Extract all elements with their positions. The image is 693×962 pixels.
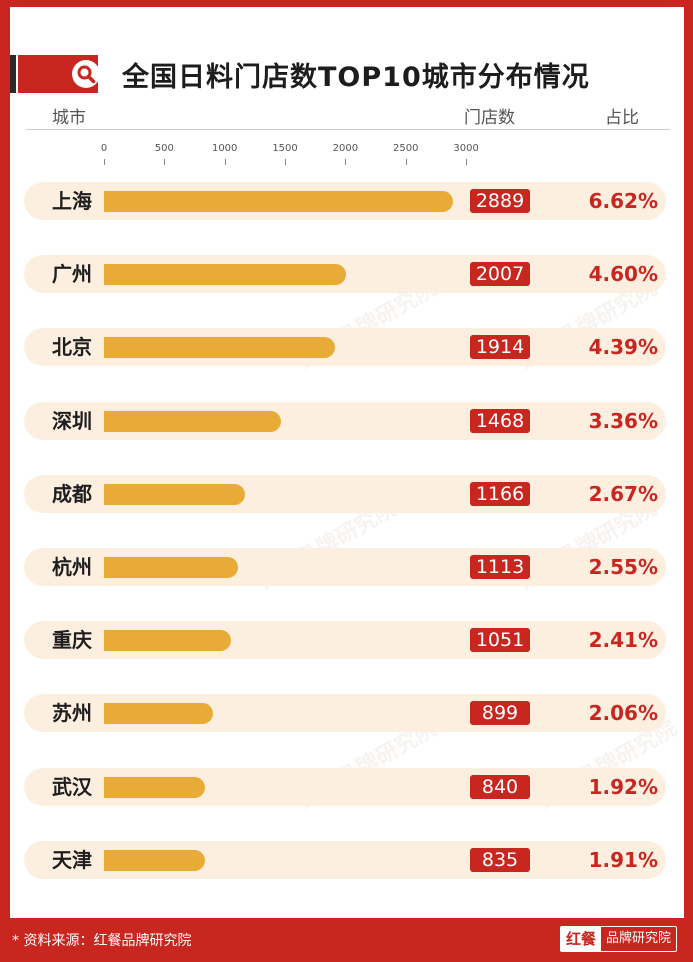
title-bar: 全国日料门店数TOP10城市分布情况 xyxy=(10,51,684,97)
x-axis: 0 500 1000 1500 2000 2500 3000 xyxy=(10,137,684,167)
bar xyxy=(104,264,347,286)
x-tick-mark xyxy=(405,159,407,165)
x-tick-mark xyxy=(164,159,166,165)
share-label: 4.60% xyxy=(588,262,658,287)
value-label: 2889 xyxy=(470,189,530,213)
x-tick-mark xyxy=(345,159,347,165)
value-label: 1914 xyxy=(470,335,530,360)
category-label: 广州 xyxy=(52,262,92,287)
share-label: 2.67% xyxy=(588,481,658,506)
share-label: 2.41% xyxy=(588,628,658,653)
bar xyxy=(104,776,206,798)
header-divider xyxy=(26,129,670,130)
bar xyxy=(104,630,231,652)
value-label: 1166 xyxy=(470,481,530,506)
category-label: 武汉 xyxy=(52,774,92,799)
category-label: 北京 xyxy=(52,335,92,360)
column-header-share: 占比 xyxy=(605,108,639,128)
value-label: 2007 xyxy=(470,262,530,287)
value-label: 1051 xyxy=(470,628,530,653)
category-label: 深圳 xyxy=(52,408,92,433)
brand-logo-text: 品牌研究院 xyxy=(606,931,672,946)
x-tick-label: 1500 xyxy=(272,143,298,154)
brand-logo-mark: 红餐 xyxy=(561,927,602,951)
share-label: 2.06% xyxy=(588,701,658,726)
chart-card: 全国日料门店数TOP10城市分布情况 城市 门店数 占比 0 500 1000 150… xyxy=(10,7,684,918)
search-icon xyxy=(72,60,100,88)
bar xyxy=(104,337,336,359)
column-header-city: 城市 xyxy=(52,108,86,128)
x-tick-mark xyxy=(224,159,226,165)
x-tick-label: 1000 xyxy=(211,143,238,154)
value-label: 1468 xyxy=(470,408,530,433)
x-tick-mark xyxy=(285,159,287,165)
category-label: 上海 xyxy=(52,189,92,213)
source-note: * 资料来源：红餐品牌研究院 xyxy=(12,933,192,949)
bar xyxy=(104,410,282,432)
bar-rows: 红餐品牌研究院 红餐品牌研究院 红餐品牌研究院 红餐品牌研究院 红餐品牌研究院 红餐品牌研… xyxy=(10,7,684,918)
category-label: 苏州 xyxy=(52,701,92,726)
category-label: 天津 xyxy=(52,847,92,872)
category-label: 重庆 xyxy=(52,628,92,653)
share-label: 1.91% xyxy=(588,847,658,872)
x-tick-label: 500 xyxy=(154,143,174,154)
x-tick-label: 2000 xyxy=(332,143,359,154)
x-tick-label: 0 xyxy=(100,143,108,154)
value-label: 840 xyxy=(470,774,530,799)
share-label: 4.39% xyxy=(588,335,658,360)
bar xyxy=(104,483,245,505)
bar xyxy=(104,849,205,871)
share-label: 3.36% xyxy=(588,408,658,433)
x-tick-mark xyxy=(466,159,468,165)
value-label: 835 xyxy=(470,847,530,872)
bar xyxy=(104,191,453,212)
value-label: 1113 xyxy=(470,555,530,579)
brand-logo: 红餐 品牌研究院 xyxy=(560,926,678,952)
title-accent-dark xyxy=(10,55,16,93)
value-label: 899 xyxy=(470,701,530,726)
category-label: 杭州 xyxy=(52,555,92,579)
share-label: 6.62% xyxy=(588,189,658,213)
x-tick-mark xyxy=(104,159,105,165)
bar xyxy=(104,557,239,578)
column-header-stores: 门店数 xyxy=(464,108,515,128)
category-label: 成都 xyxy=(52,481,92,506)
bar xyxy=(104,703,213,725)
x-tick-label: 2500 xyxy=(393,143,419,154)
share-label: 1.92% xyxy=(588,774,658,799)
chart-title: 全国日料门店数TOP10城市分布情况 xyxy=(122,62,590,93)
x-tick-label: 3000 xyxy=(453,143,479,154)
share-label: 2.55% xyxy=(588,555,658,579)
